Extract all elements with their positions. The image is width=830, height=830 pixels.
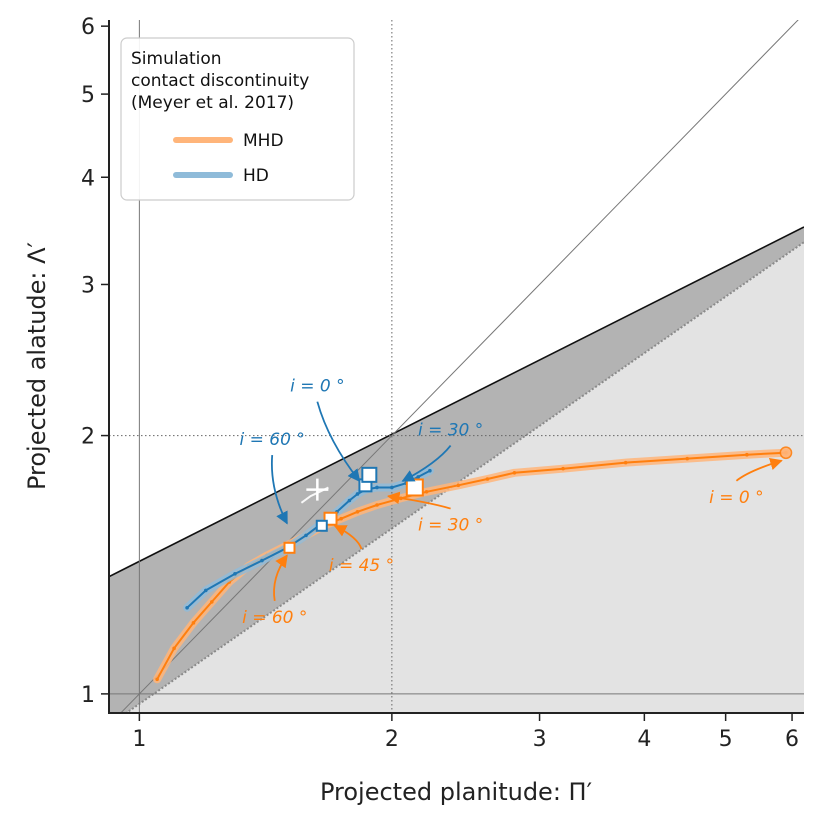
- annotation-arrow-6: [735, 457, 783, 482]
- hd-point-5: [304, 533, 308, 538]
- hd-point-0: [185, 605, 189, 610]
- mhd-point-1: [172, 646, 176, 651]
- hd-marker-square-4: [315, 519, 328, 532]
- annotation-arrow-4: [333, 524, 363, 550]
- mhd-point-3: [210, 600, 214, 604]
- mhd-point-21: [745, 452, 749, 457]
- hd-point-12: [390, 485, 394, 490]
- annotation-arrow-0: [316, 401, 361, 483]
- diagonal-line: [120, 20, 799, 713]
- mhd-point-19: [623, 460, 628, 465]
- allowed-region-light: [109, 242, 804, 713]
- hd-series-line: [186, 469, 431, 609]
- forbidden-region-dark: [109, 227, 804, 713]
- y-tick-label-3: 3: [81, 273, 95, 298]
- y-tick-label-2: 2: [81, 425, 95, 450]
- hd-point-3: [260, 558, 264, 563]
- mhd-marker-circle-3: [779, 446, 793, 460]
- lower-boundary-line: [124, 241, 804, 713]
- annotation-label-0: i = 0 °: [290, 377, 345, 397]
- mhd-point-14: [424, 489, 429, 494]
- legend-label-mhd: MHD: [243, 131, 284, 151]
- legend-box: [120, 37, 355, 201]
- mhd-marker-square-0: [283, 541, 296, 554]
- hd-point-14: [416, 475, 421, 479]
- annotation-label-3: i = 60 °: [242, 608, 307, 628]
- y-tick-label-5: 5: [81, 83, 95, 108]
- annotation-label-5: i = 30 °: [418, 516, 483, 536]
- mhd-point-10: [339, 516, 343, 521]
- x-axis-label: Projected planitude: Π′: [320, 778, 592, 806]
- x-tick-label-1: 1: [132, 727, 146, 752]
- mhd-point-2: [191, 621, 196, 625]
- legend-title-line-2: (Meyer et al. 2017): [131, 93, 294, 113]
- plot-area: i = 0 ° i = 60 ° i = 30 ° i = 60 ° i = 45 ° i…: [109, 20, 804, 713]
- x-tick-label-6: 6: [785, 727, 799, 752]
- observed-cross-marker: [306, 478, 329, 501]
- mhd-point-18: [561, 466, 565, 471]
- hd-marker-square-6: [361, 466, 378, 483]
- legend-title-line-1: contact discontinuity: [131, 71, 309, 91]
- mhd-point-11: [355, 510, 360, 514]
- hd-point-1: [203, 588, 208, 593]
- legend-title-line-0: Simulation: [131, 49, 222, 69]
- annotation-label-4: i = 45 °: [329, 556, 394, 576]
- annotation-arrow-1: [270, 454, 288, 525]
- annotation-label-6: i = 0 °: [709, 488, 764, 508]
- mhd-point-17: [512, 470, 517, 475]
- y-tick-label-6: 6: [81, 15, 95, 40]
- legend-label-hd: HD: [243, 166, 269, 186]
- mhd-point-15: [456, 483, 461, 488]
- mhd-point-12: [375, 503, 379, 507]
- x-tick-label-5: 5: [719, 727, 733, 752]
- mhd-marker-square-2: [405, 478, 424, 497]
- x-tick-label-3: 3: [533, 727, 547, 752]
- hd-point-2: [233, 572, 237, 576]
- mhd-point-16: [485, 477, 490, 481]
- axes: 1 2 3 4 5 6 1 2 3 4 5 6: [81, 15, 804, 752]
- y-axis-label: Projected alatude: Λ′: [23, 242, 51, 490]
- x-tick-label-2: 2: [385, 727, 399, 752]
- annotation-arrow-2: [401, 445, 452, 482]
- upper-boundary-line: [109, 226, 804, 578]
- hd-point-8: [347, 498, 352, 503]
- annotation-arrow-3: [273, 554, 288, 601]
- hd-point-9: [355, 492, 360, 496]
- y-tick-label-4: 4: [81, 166, 95, 191]
- hd-point-11: [375, 485, 379, 490]
- annotation-arrow-5: [386, 491, 451, 510]
- mhd-point-0: [155, 677, 159, 682]
- annotation-label-2: i = 30 °: [418, 421, 483, 441]
- mhd-point-20: [685, 456, 690, 461]
- annotation-label-1: i = 60 °: [240, 430, 305, 450]
- hd-point-15: [428, 468, 432, 473]
- y-tick-label-1: 1: [81, 683, 95, 708]
- x-tick-label-4: 4: [637, 727, 651, 752]
